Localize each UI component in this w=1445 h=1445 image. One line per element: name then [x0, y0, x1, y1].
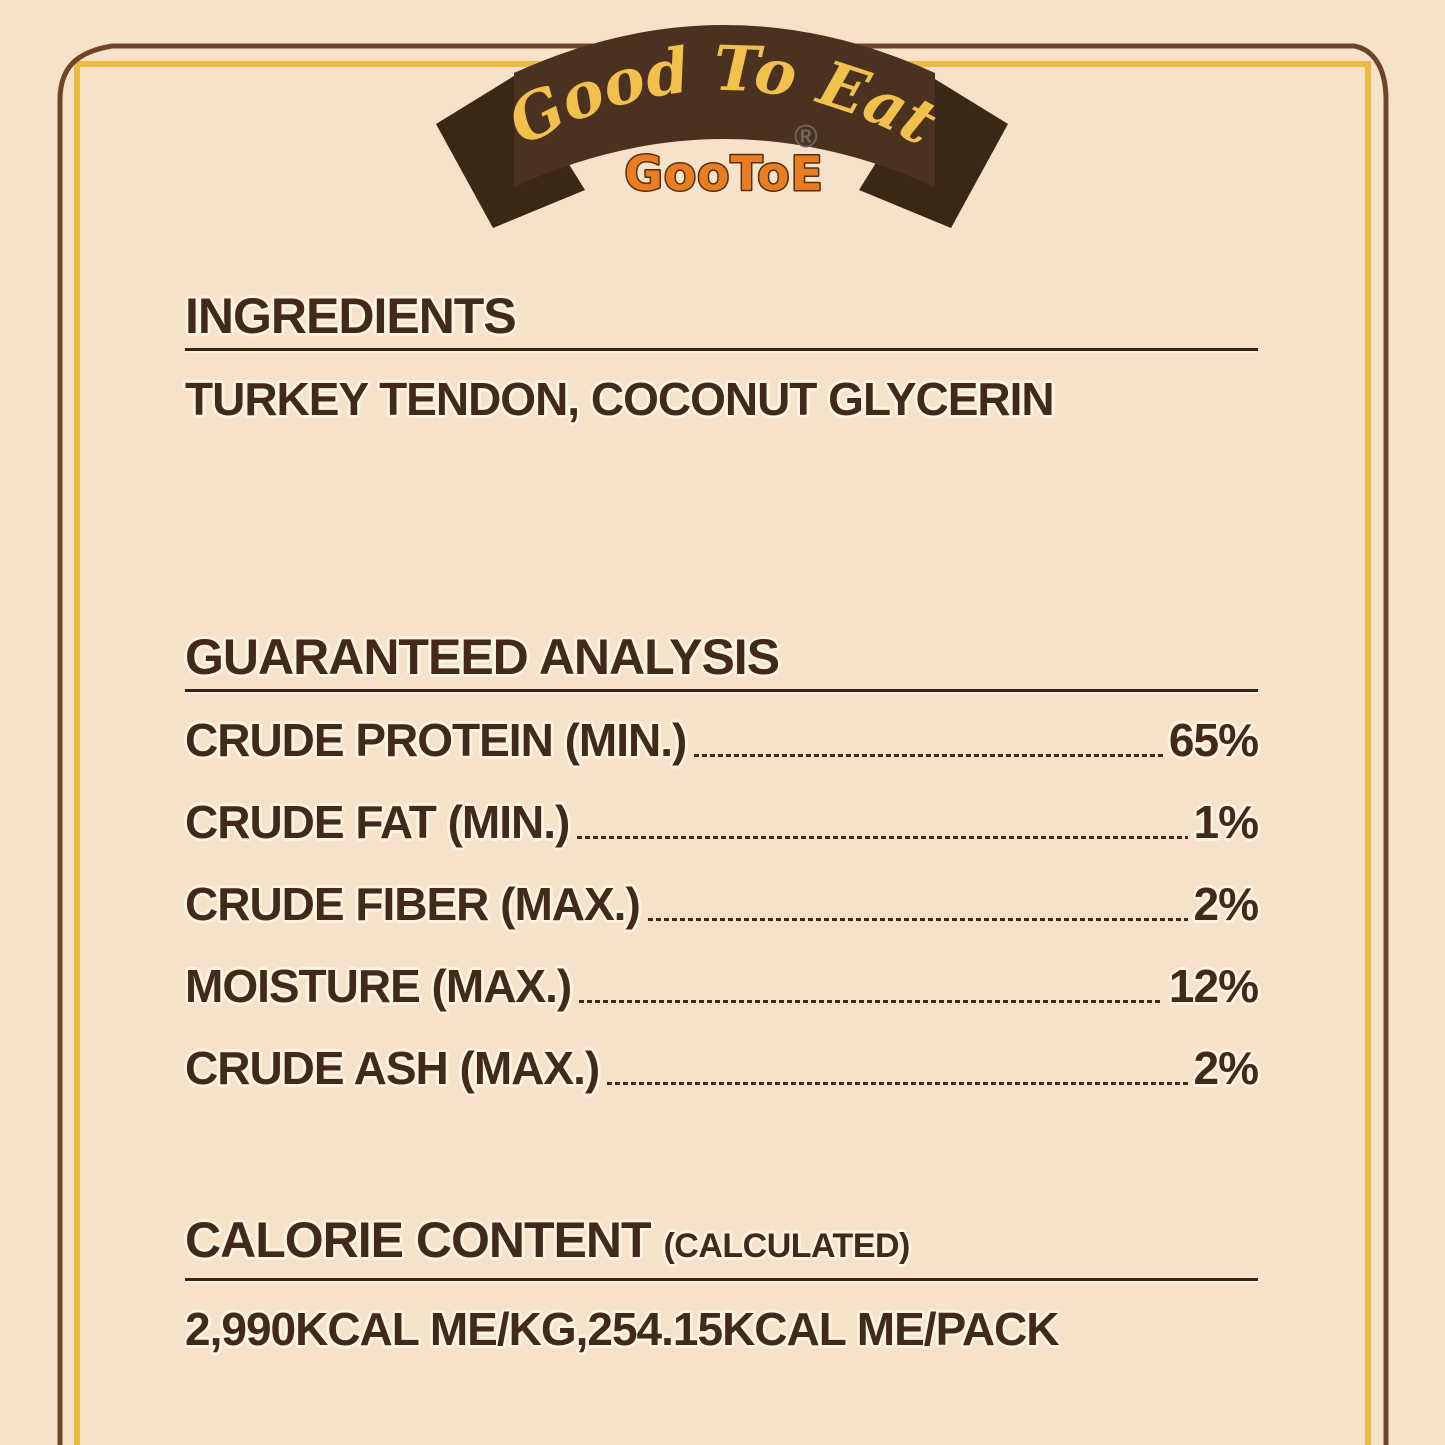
guaranteed-analysis-title: GUARANTEED ANALYSIS: [185, 629, 780, 685]
brand-logo-text: GooToE: [624, 147, 823, 202]
analysis-row-value: 1%: [1193, 796, 1259, 848]
frame-brown-line: [57, 43, 1389, 1445]
analysis-row-value: 2%: [1193, 878, 1259, 930]
analysis-row: MOISTURE (MAX.) 12%: [185, 960, 1259, 1012]
analysis-row: CRUDE ASH (MAX.) 2%: [185, 1042, 1259, 1094]
calorie-content-line: 2,990KCAL ME/KG,254.15KCAL ME/PACK: [185, 1303, 1060, 1355]
registered-mark-icon: ®: [794, 118, 818, 154]
analysis-row-value: 2%: [1193, 1042, 1259, 1094]
dotted-leader: [579, 1000, 1163, 1003]
brand-script-text: Good To Eat: [497, 32, 949, 160]
dotted-leader: [607, 1082, 1188, 1085]
ribbon-banner: Good To Eat GooToE ®: [436, 25, 1008, 228]
guaranteed-analysis-table: CRUDE PROTEIN (MIN.) 65% CRUDE FAT (MIN.…: [185, 714, 1259, 1094]
analysis-row-label: CRUDE FIBER (MAX.): [185, 878, 641, 930]
ingredients-line: TURKEY TENDON, COCONUT GLYCERIN: [185, 373, 1055, 425]
calorie-content-title: CALORIE CONTENT (CALCULATED): [185, 1215, 1258, 1270]
ribbon-tail-left: [436, 76, 585, 228]
label-content: INGREDIENTS TURKEY TENDON, COCONUT GLYCE…: [185, 288, 1259, 1355]
ribbon-band: [514, 25, 935, 187]
analysis-row-value: 65%: [1168, 714, 1259, 766]
calorie-content-title-text: CALORIE CONTENT: [185, 1212, 652, 1268]
analysis-row-label: CRUDE FAT (MIN.): [185, 796, 570, 848]
ingredients-title: INGREDIENTS: [185, 288, 517, 344]
dotted-leader: [694, 754, 1163, 757]
analysis-row-label: CRUDE ASH (MAX.): [185, 1042, 600, 1094]
analysis-row: CRUDE FAT (MIN.) 1%: [185, 796, 1259, 848]
analysis-row-label: CRUDE PROTEIN (MIN.): [185, 714, 687, 766]
dotted-leader: [647, 918, 1188, 921]
calorie-content-subtitle: (CALCULATED): [663, 1227, 910, 1265]
analysis-row-value: 12%: [1168, 960, 1259, 1012]
guaranteed-analysis-divider: [185, 689, 1258, 692]
analysis-row-label: MOISTURE (MAX.): [185, 960, 572, 1012]
ingredients-divider: [185, 348, 1258, 351]
analysis-row: CRUDE PROTEIN (MIN.) 65%: [185, 714, 1259, 766]
analysis-row: CRUDE FIBER (MAX.) 2%: [185, 878, 1259, 930]
dotted-leader: [577, 836, 1188, 839]
calorie-content-divider: [185, 1278, 1258, 1281]
